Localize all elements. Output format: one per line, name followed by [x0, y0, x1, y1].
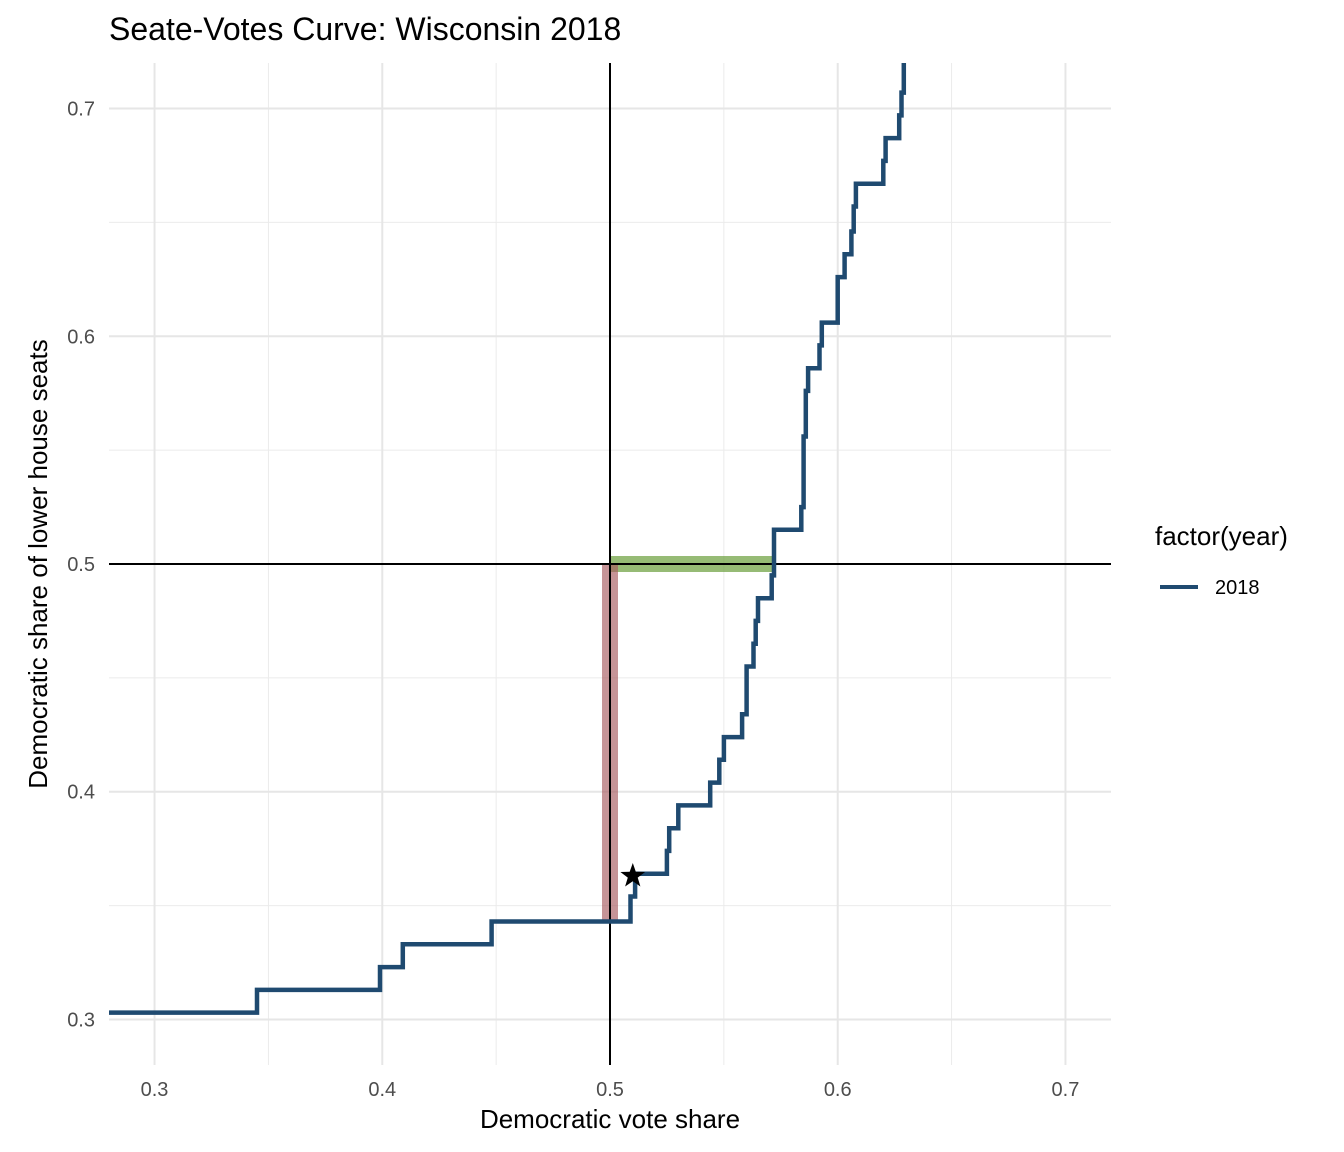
marker-layer: [620, 863, 646, 887]
y-axis-title: Democratic share of lower house seats: [23, 339, 53, 788]
legend-title: factor(year): [1155, 521, 1288, 551]
x-axis-ticks: 0.3 0.4 0.5 0.6 0.7: [141, 1079, 1080, 1101]
x-tick-label: 0.5: [596, 1079, 624, 1101]
reference-lines: [109, 63, 1111, 1065]
y-axis-ticks: 0.3 0.4 0.5 0.6 0.7: [67, 99, 95, 1032]
x-tick-label: 0.7: [1052, 1079, 1080, 1101]
y-tick-label: 0.6: [67, 326, 95, 348]
y-tick-label: 0.4: [67, 782, 95, 804]
y-tick-label: 0.3: [67, 1009, 95, 1031]
x-tick-label: 0.3: [141, 1079, 169, 1101]
x-axis-title: Democratic vote share: [480, 1104, 740, 1134]
legend-label-2018: 2018: [1215, 577, 1260, 599]
y-tick-label: 0.5: [67, 554, 95, 576]
legend: factor(year) 2018: [1155, 521, 1288, 599]
chart-title: Seate-Votes Curve: Wisconsin 2018: [109, 11, 621, 47]
series-layer: [109, 63, 907, 1015]
series-line-2018: [109, 63, 907, 1015]
highlight-bars: [602, 556, 774, 922]
y-tick-label: 0.7: [67, 99, 95, 121]
star-marker: [620, 863, 646, 887]
x-tick-label: 0.4: [368, 1079, 396, 1101]
x-tick-label: 0.6: [824, 1079, 852, 1101]
